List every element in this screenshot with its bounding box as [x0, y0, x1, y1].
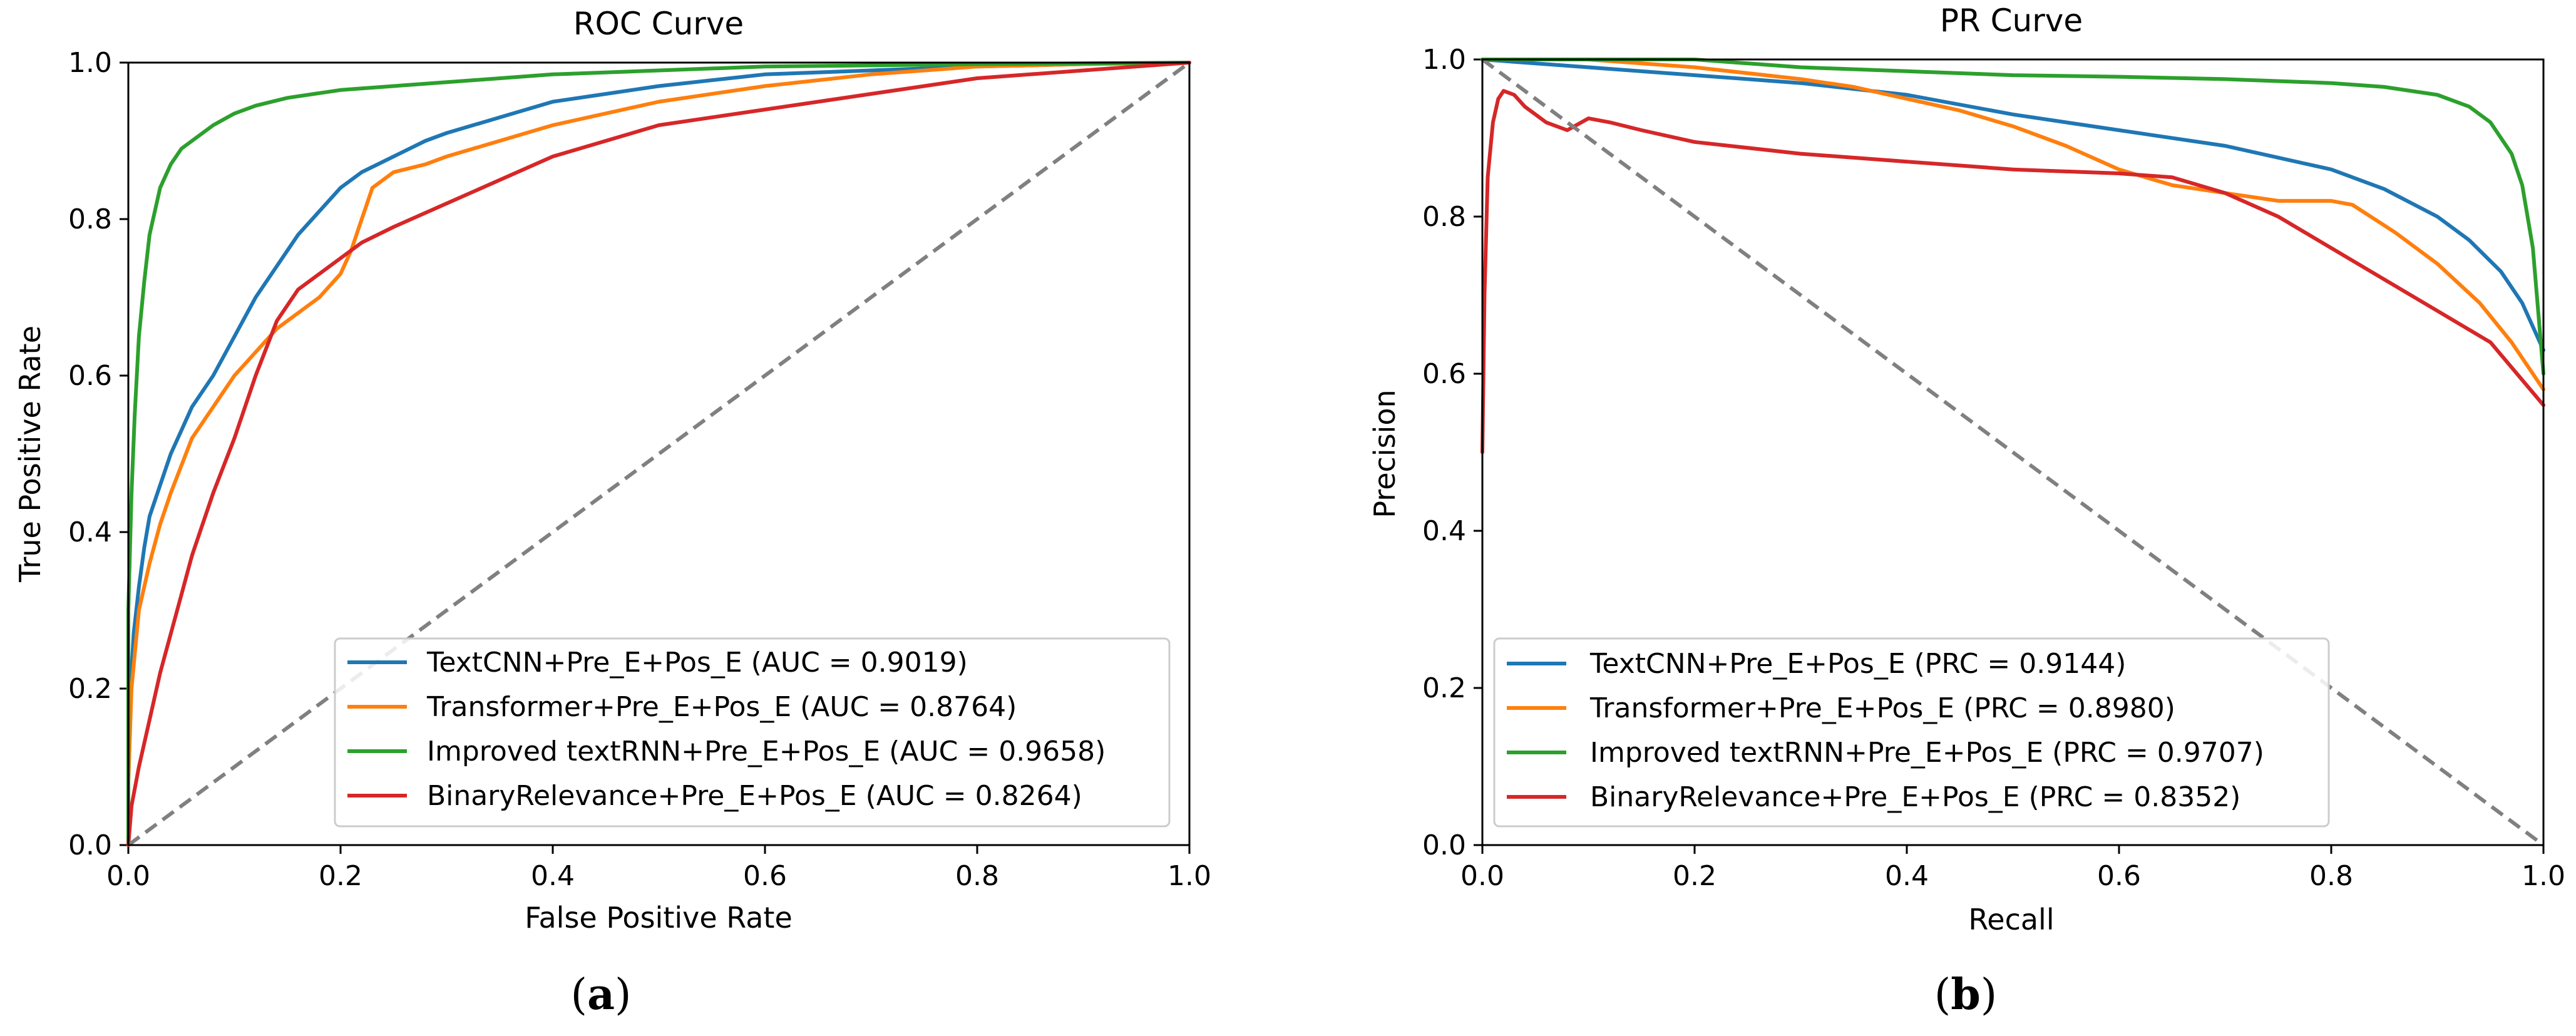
roc-y-tick-label: 0.4: [68, 516, 112, 548]
roc-y-tick-label: 1.0: [68, 47, 112, 79]
pr-series-line-3: [1480, 58, 2545, 376]
roc-y-label: True Positive Rate: [13, 326, 47, 583]
pr-plot-frame: [1481, 58, 2545, 846]
pr-x-tick-label: 0.2: [1673, 860, 1716, 892]
pr-series-line-2: [1480, 58, 2545, 392]
pr-chart: PR Curve 0.0 0.2 0.4 0.6 0.8 1.00.00.20.40.60…: [1368, 3, 2565, 1020]
roc-title: ROC Curve: [573, 6, 744, 42]
roc-x-tick-label: 0.0: [106, 860, 150, 892]
pr-y-tick-label: 0.4: [1422, 515, 1466, 547]
pr-series: [1480, 58, 2545, 847]
roc-legend-label-2: Transformer+Pre_E+Pos_E (AUC = 0.8764): [426, 691, 1017, 723]
pr-series-line-1: [1480, 58, 2545, 352]
roc-series-line-1: [126, 61, 1191, 847]
roc-panel-label: (a): [570, 970, 631, 1020]
pr-legend-box: [1493, 637, 2330, 828]
roc-y-tick-label: 0.0: [68, 829, 112, 861]
roc-x-tick-label: 0.6: [743, 860, 787, 892]
pr-y-tick-label: 0.2: [1422, 672, 1466, 704]
roc-reference-line: [127, 61, 1191, 847]
roc-y-tick-label: 0.8: [68, 203, 112, 235]
pr-legend-label-4: BinaryRelevance+Pre_E+Pos_E (PRC = 0.835…: [1590, 781, 2240, 813]
pr-reference-line: [1481, 58, 2545, 847]
pr-y-label: Precision: [1368, 389, 1402, 518]
pr-y-tick-label: 0.6: [1422, 358, 1466, 390]
roc-legend-label-4: BinaryRelevance+Pre_E+Pos_E (AUC = 0.826…: [427, 780, 1082, 812]
pr-x-label: Recall: [1968, 903, 2054, 936]
roc-legend-box: [334, 637, 1171, 828]
pr-ticks: 0.0 0.2 0.4 0.6 0.8 1.0 0.0 0.2 0.4 0.6 0.8 1.0: [1422, 44, 2565, 892]
pr-panel-label: (b): [1934, 970, 1998, 1020]
roc-x-tick-label: 0.4: [531, 860, 575, 892]
pr-series-line-4: [1480, 89, 2545, 454]
pr-panel-letter: b: [1951, 970, 1981, 1020]
roc-y-tick-label: 0.6: [68, 360, 112, 392]
pr-x-tick-label: 0.6: [2097, 860, 2141, 892]
pr-legend-label-3: Improved textRNN+Pre_E+Pos_E (PRC = 0.97…: [1590, 737, 2264, 769]
roc-x-tick-label: 1.0: [1167, 860, 1211, 892]
roc-series-line-2: [126, 61, 1191, 847]
roc-legend-label-3: Improved textRNN+Pre_E+Pos_E (AUC = 0.96…: [427, 736, 1106, 767]
roc-series: [126, 61, 1191, 847]
pr-y-tick-label: 0.8: [1422, 201, 1466, 233]
pr-x-tick-label: 1.0: [2522, 860, 2565, 892]
pr-legend-label-1: TextCNN+Pre_E+Pos_E (PRC = 0.9144): [1589, 648, 2126, 680]
roc-x-tick-label: 0.2: [319, 860, 362, 892]
roc-x-tick-label: 0.8: [955, 860, 999, 892]
roc-y-tick-label: 0.2: [68, 673, 112, 705]
pr-x-tick-label: 0.8: [2309, 860, 2353, 892]
pr-x-tick-label: 0.4: [1885, 860, 1929, 892]
roc-series-line-3: [126, 61, 1191, 847]
pr-y-tick-label: 1.0: [1422, 44, 1466, 76]
roc-x-label: False Positive Rate: [525, 901, 793, 935]
roc-chart: ROC Curve 0.0 0.2 0.4 0.6 0.8 1.0 0.0 0.2 0.4 0.6…: [13, 6, 1211, 1020]
pr-title: PR Curve: [1940, 3, 2083, 39]
roc-series-line-4: [126, 61, 1191, 847]
roc-plot-frame: [127, 61, 1191, 846]
pr-legend: TextCNN+Pre_E+Pos_E (PRC = 0.9144) Transf…: [1493, 637, 2330, 828]
pr-y-tick-label: 0.0: [1422, 829, 1466, 861]
pr-x-tick-label: 0.0: [1460, 860, 1504, 892]
roc-ticks: 0.0 0.2 0.4 0.6 0.8 1.0 0.0 0.2 0.4 0.6 0.8 1.0: [68, 47, 1211, 892]
pr-legend-label-2: Transformer+Pre_E+Pos_E (PRC = 0.8980): [1589, 692, 2175, 724]
roc-legend: TextCNN+Pre_E+Pos_E (AUC = 0.9019) Transf…: [334, 637, 1171, 828]
roc-legend-label-1: TextCNN+Pre_E+Pos_E (AUC = 0.9019): [426, 647, 968, 679]
roc-panel-letter: a: [587, 970, 615, 1020]
